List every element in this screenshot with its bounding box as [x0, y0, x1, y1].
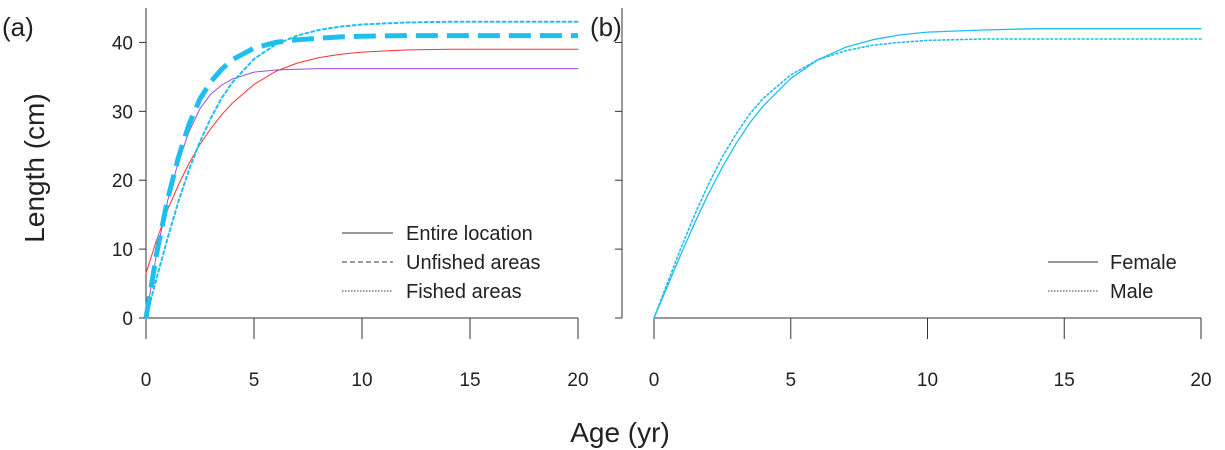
- x-tick-label: 5: [785, 370, 796, 391]
- panel-label: (a): [2, 12, 34, 42]
- y-tick-label: 40: [112, 33, 133, 54]
- series-line-4: [145, 20, 579, 319]
- legend-label: Male: [1110, 281, 1153, 303]
- legend-label: Entire location: [406, 223, 533, 245]
- x-tick-label: 15: [459, 370, 480, 391]
- x-tick-label: 0: [141, 370, 152, 391]
- legend-label: Female: [1110, 252, 1177, 274]
- x-axis-title: Age (yr): [570, 417, 670, 448]
- x-tick-label: 15: [1054, 370, 1075, 391]
- series-line-1: [145, 48, 579, 274]
- panel-label: (b): [590, 12, 622, 42]
- legend-label: Fished areas: [406, 281, 522, 303]
- x-tick-label: 10: [351, 370, 372, 391]
- x-tick-label: 20: [1190, 370, 1211, 391]
- y-tick-label: 10: [112, 240, 133, 261]
- x-tick-label: 20: [567, 370, 588, 391]
- series-line-1: [653, 28, 1202, 319]
- legend: Female Male: [1048, 252, 1177, 303]
- x-tick-label: 10: [917, 370, 938, 391]
- y-tick-label: 20: [112, 171, 133, 192]
- series-line-2: [653, 38, 1202, 319]
- panel-b: (b) 0 5 10 15 20 Female Male: [590, 8, 1212, 391]
- x-tick-label: 0: [649, 370, 660, 391]
- legend: Entire location Unfished areas Fished area…: [342, 223, 541, 303]
- x-tick-label: 5: [249, 370, 260, 391]
- y-axis-title: Length (cm): [19, 93, 50, 242]
- series-line-3: [143, 33, 578, 319]
- y-tick-label: 30: [112, 102, 133, 123]
- panel-a: (a) 0 10 20 30 40 0 5 10 15 20 Length (cm) Entire lo…: [2, 8, 589, 391]
- legend-label: Unfished areas: [406, 252, 541, 274]
- y-tick-label: 0: [122, 309, 133, 330]
